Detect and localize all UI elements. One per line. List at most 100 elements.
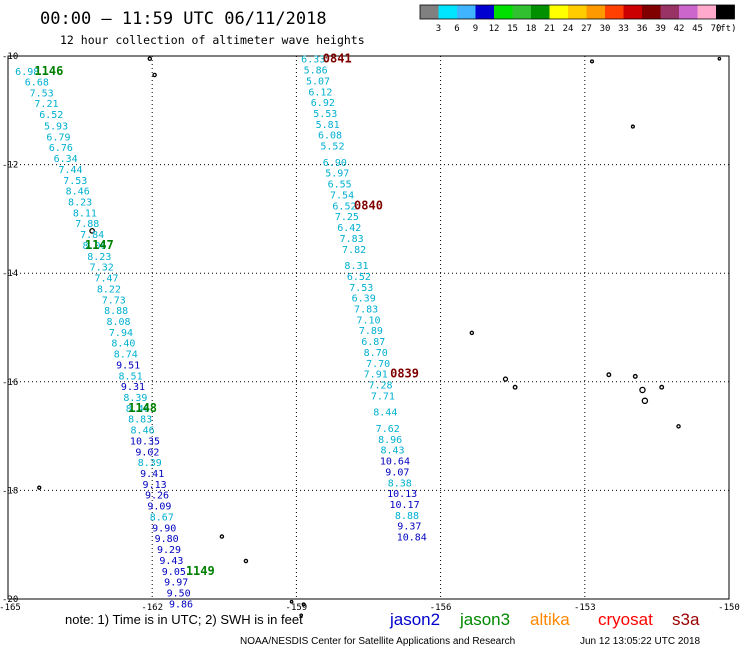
note-text: note: 1) Time is in UTC; 2) SWH is in fe… [65, 612, 303, 627]
wave-height-value: 6.52 [332, 201, 356, 212]
colorbar-swatch [549, 5, 568, 19]
island-outline [589, 59, 595, 64]
island-outlines [37, 56, 722, 618]
colorbar-label: 21 [544, 24, 555, 34]
plot-area: 6.986.687.537.216.525.936.796.766.347.44… [7, 52, 730, 618]
wave-height-value: 7.91 [364, 370, 388, 381]
colorbar-swatch [512, 5, 531, 19]
wave-height-value: 8.08 [107, 317, 131, 328]
wave-height-value: 6.42 [337, 223, 361, 234]
wave-height-value: 7.53 [349, 283, 373, 294]
wave-height-value: 10.64 [380, 457, 410, 468]
x-tick-label: -153 [574, 603, 596, 613]
wave-height-value: 7.84 [80, 230, 104, 241]
wave-height-value: 10.35 [130, 436, 160, 447]
wave-height-value: 8.46 [66, 187, 90, 198]
wave-height-value: 7.25 [335, 212, 359, 223]
pass-time-label: 0839 [390, 367, 419, 381]
pass-time-labels: 1146 1147 1148 1149 0841 0840 0839 [34, 52, 419, 578]
colorbar-label: 39 [655, 24, 666, 34]
colorbar-label: 70 [711, 24, 722, 34]
colorbar-swatch [531, 5, 550, 19]
colorbar-label: 45 [692, 24, 703, 34]
wave-height-value: 7.89 [359, 326, 383, 337]
colorbar-label: 6 [454, 24, 459, 34]
pass-time-label: 0841 [323, 52, 352, 66]
wave-height-value: 6.34 [54, 154, 78, 165]
colorbar-label: 12 [489, 24, 500, 34]
pass-time-label: 1146 [34, 64, 63, 78]
wave-height-value: 7.88 [75, 219, 99, 230]
wave-height-value: 8.43 [380, 446, 404, 457]
wave-height-value: 8.38 [388, 478, 412, 489]
wave-height-value: 7.10 [356, 315, 380, 326]
wave-height-value: 9.31 [121, 382, 145, 393]
wave-height-value: 8.96 [378, 435, 402, 446]
y-tick-label: -16 [2, 378, 18, 388]
wave-height-value: 8.88 [104, 306, 128, 317]
wave-height-value: 7.53 [63, 176, 87, 187]
wave-height-value: 8.51 [119, 371, 143, 382]
island-outline [152, 72, 157, 78]
colorbar-swatch [586, 5, 605, 19]
colorbar-swatch [660, 5, 679, 19]
wave-height-value: 7.54 [330, 190, 354, 201]
colorbar-label: 9 [473, 24, 478, 34]
island-outline [289, 599, 294, 604]
wave-height-value: 8.44 [373, 408, 397, 419]
pass-time-label: 1148 [128, 401, 157, 415]
wave-height-value: 8.46 [126, 404, 150, 415]
x-tick-label: -159 [286, 603, 308, 613]
wave-height-value: 9.05 [162, 567, 186, 578]
island-outline [630, 124, 635, 129]
wave-height-value: 9.97 [164, 578, 188, 589]
colorbar-swatch [697, 5, 716, 19]
x-tick-label: -156 [430, 603, 452, 613]
colorbar-unit: (ft) [715, 24, 737, 34]
wave-height-value: 6.98 [15, 67, 39, 78]
wave-height-value: 7.82 [342, 245, 366, 256]
legend-jason2: jason2 [389, 610, 440, 629]
wave-height-value: 8.31 [344, 261, 368, 272]
legend-s3a: s3a [672, 610, 700, 629]
wave-height-value: 8.88 [395, 511, 419, 522]
wave-height-value: 7.83 [340, 234, 364, 245]
credit-text: NOAA/NESDIS Center for Satellite Applica… [240, 636, 515, 647]
wave-height-value: 9.29 [157, 545, 181, 556]
pass-time-label: 1149 [186, 564, 215, 578]
island-outline [299, 613, 304, 618]
colorbar-swatch [457, 5, 476, 19]
x-tick-label: -165 [0, 603, 21, 613]
wave-height-value: 9.50 [167, 588, 191, 599]
y-tick-label: -18 [2, 486, 18, 496]
wave-height-value: 6.92 [311, 98, 335, 109]
wave-height-value: 8.74 [114, 350, 138, 361]
wave-height-value: 5.53 [313, 109, 337, 120]
wave-height-value: 8.39 [123, 393, 147, 404]
wave-height-value: 9.02 [135, 447, 159, 458]
legend-jason3: jason3 [459, 610, 510, 629]
island-outline [639, 386, 646, 394]
colorbar-swatch [475, 5, 494, 19]
wave-height-value: 7.53 [30, 88, 54, 99]
wave-height-value: 7.44 [58, 165, 82, 176]
wave-height-value: 9.37 [397, 522, 421, 533]
wave-height-value: 8.06 [82, 241, 106, 252]
colorbar-swatch [642, 5, 661, 19]
chart-subtitle: 12 hour collection of altimeter wave hei… [60, 33, 365, 47]
colorbar-label: 42 [674, 24, 685, 34]
wave-height-value: 7.62 [376, 424, 400, 435]
y-axis-ticks: -10 -12 -14 -16 -18 -20 [2, 52, 18, 605]
colorbar-label: 36 [637, 24, 648, 34]
wave-height-value: 6.08 [318, 131, 342, 142]
y-tick-label: -12 [2, 161, 18, 171]
island-outline [632, 373, 638, 379]
x-tick-label: -150 [718, 603, 740, 613]
colorbar-label: 27 [581, 24, 592, 34]
wave-height-value: 7.47 [94, 274, 118, 285]
wave-height-value: 5.86 [304, 66, 328, 77]
colorbar-label: 30 [600, 24, 611, 34]
colorbar-border [419, 4, 735, 20]
island-outline [243, 558, 249, 564]
island-outline [502, 376, 509, 382]
